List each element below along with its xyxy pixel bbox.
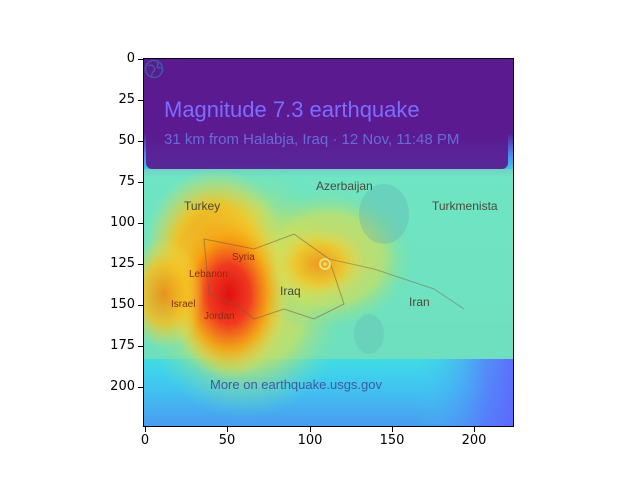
heat-region-bottom-right	[414, 359, 513, 426]
notification-card[interactable]	[146, 83, 508, 169]
y-tick-label: 150	[110, 297, 135, 312]
globe-icon	[144, 59, 164, 79]
y-tick-label: 0	[126, 51, 135, 66]
map-label-jordan: Jordan	[204, 311, 235, 322]
y-tick-label: 100	[110, 215, 135, 230]
caspian-sea	[359, 184, 409, 244]
map-label-azerbaijan: Azerbaijan	[316, 179, 373, 193]
x-tick-mark	[392, 427, 393, 432]
map-label-turkey: Turkey	[184, 199, 221, 213]
map-label-lebanon: Lebanon	[189, 269, 228, 280]
x-tick-mark	[474, 427, 475, 432]
location-pin-icon[interactable]	[319, 258, 331, 270]
x-tick-mark	[310, 427, 311, 432]
x-tick-mark	[227, 427, 228, 432]
y-tick-label: 75	[118, 174, 135, 189]
y-tick-label: 50	[118, 133, 135, 148]
y-tick-label: 175	[110, 338, 135, 353]
location-pin-dot	[323, 262, 327, 266]
x-tick-mark	[145, 427, 146, 432]
x-tick-label: 0	[140, 433, 150, 448]
map-label-israel: Israel	[171, 299, 196, 310]
heat-region-coast	[144, 239, 204, 349]
border-lines-east	[328, 258, 465, 310]
usgs-link[interactable]: More on earthquake.usgs.gov	[210, 377, 382, 392]
persian-gulf	[354, 314, 384, 354]
x-tick-label: 200	[461, 433, 487, 448]
heat-region-levant	[169, 209, 289, 379]
x-tick-label: 100	[297, 433, 323, 448]
y-tick-label: 125	[110, 256, 135, 271]
notification-subtitle: 31 km from Halabja, Iraq · 12 Nov, 11:48…	[164, 131, 460, 148]
heatmap-plot: Magnitude 7.3 earthquake 31 km from Hala…	[143, 58, 514, 427]
notification-title: Magnitude 7.3 earthquake	[164, 97, 420, 122]
y-tick-label: 200	[110, 379, 135, 394]
map-label-syria: Syria	[232, 252, 255, 263]
border-lines	[203, 233, 345, 320]
y-tick-label: 25	[118, 92, 135, 107]
map-label-turkmenistan: Turkmenista	[432, 199, 498, 213]
x-tick-label: 150	[379, 433, 405, 448]
map-label-iraq: Iraq	[280, 284, 301, 298]
map-label-iran: Iran	[409, 295, 430, 309]
x-tick-label: 50	[218, 433, 236, 448]
